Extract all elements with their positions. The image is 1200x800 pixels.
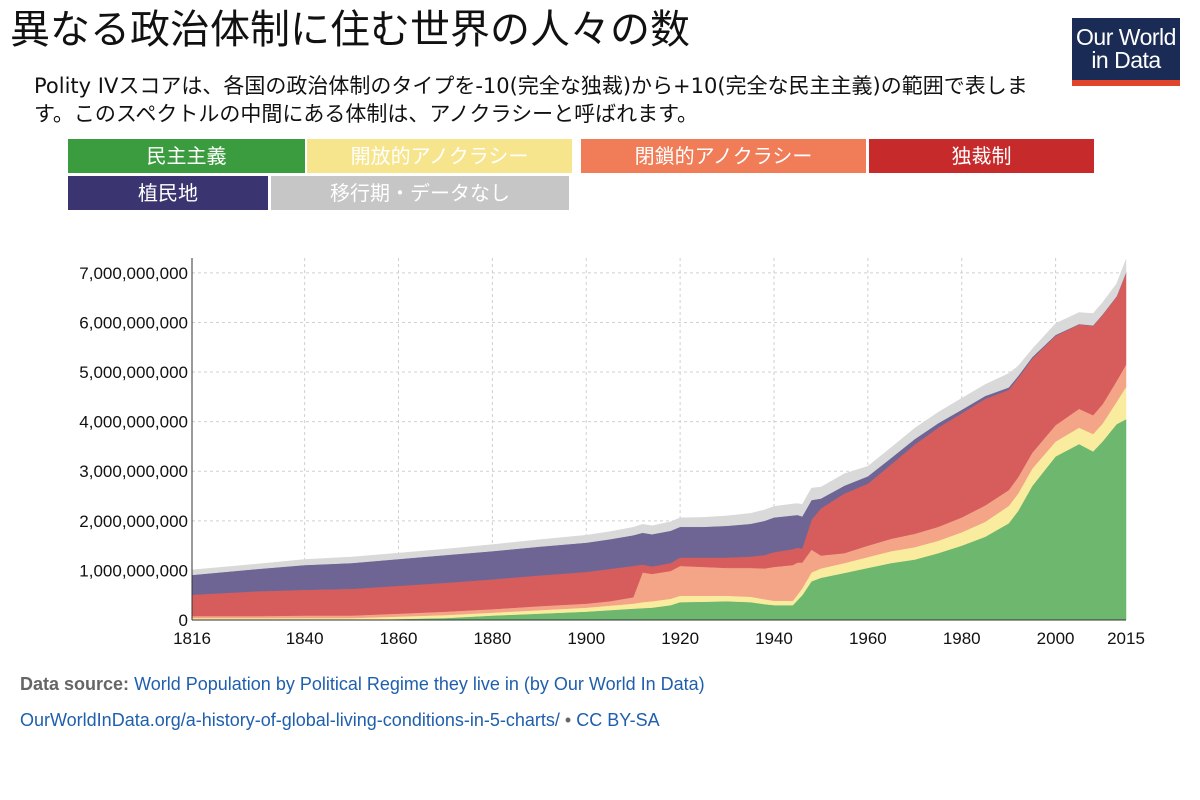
x-tick-label: 1940 [755, 629, 793, 648]
separator: • [564, 710, 572, 730]
y-tick-label: 7,000,000,000 [79, 264, 188, 283]
x-tick-label: 1960 [849, 629, 887, 648]
x-tick-label: 1900 [567, 629, 605, 648]
x-tick-label: 2015 [1107, 629, 1145, 648]
y-tick-label: 2,000,000,000 [79, 512, 188, 531]
legend-autocracy[interactable]: 独裁制 [869, 139, 1094, 173]
chart-title: 異なる政治体制に住む世界の人々の数 [10, 7, 690, 53]
x-tick-label: 1816 [173, 629, 211, 648]
legend-closed-anocracy[interactable]: 閉鎖的アノクラシー [581, 139, 866, 173]
y-tick-label: 1,000,000,000 [79, 561, 188, 580]
legend-colony[interactable]: 植民地 [68, 176, 268, 210]
legend-democracy[interactable]: 民主主義 [68, 139, 305, 173]
data-source-label: Data source: [20, 674, 130, 694]
url-line: OurWorldInData.org/a-history-of-global-l… [20, 710, 660, 731]
x-tick-label: 1860 [380, 629, 418, 648]
logo-line-2: in Data [1091, 47, 1161, 73]
axes: 0 1,000,000,000 2,000,000,000 3,000,000,000… [79, 258, 1145, 648]
y-tick-label: 3,000,000,000 [79, 462, 188, 481]
y-tick-label: 4,000,000,000 [79, 413, 188, 432]
area-chart: 0 1,000,000,000 2,000,000,000 3,000,000,000… [79, 258, 1145, 648]
legend-no-data[interactable]: 移行期・データなし [271, 176, 569, 210]
owid-logo[interactable]: Our World in Data [1072, 18, 1180, 86]
chart-subtitle: Polity IVスコアは、各国の政治体制のタイプを-10(完全な独裁)から+1… [34, 74, 1028, 126]
y-tick-label: 0 [179, 611, 188, 630]
url-link[interactable]: OurWorldInData.org/a-history-of-global-l… [20, 710, 560, 730]
x-tick-label: 1980 [943, 629, 981, 648]
legend-open-anocracy[interactable]: 開放的アノクラシー [307, 139, 572, 173]
x-tick-label: 1840 [286, 629, 324, 648]
x-tick-label: 2000 [1037, 629, 1075, 648]
y-tick-label: 6,000,000,000 [79, 313, 188, 332]
data-source-link[interactable]: World Population by Political Regime the… [134, 674, 705, 694]
area-series-5[interactable] [191, 259, 1127, 576]
y-tick-label: 5,000,000,000 [79, 363, 188, 382]
x-tick-label: 1920 [661, 629, 699, 648]
plot-area[interactable] [191, 259, 1127, 621]
logo-line-1: Our World [1076, 24, 1176, 50]
data-source-line: Data source: World Population by Politic… [20, 674, 705, 695]
x-tick-label: 1880 [473, 629, 511, 648]
license-link[interactable]: CC BY-SA [576, 710, 660, 730]
